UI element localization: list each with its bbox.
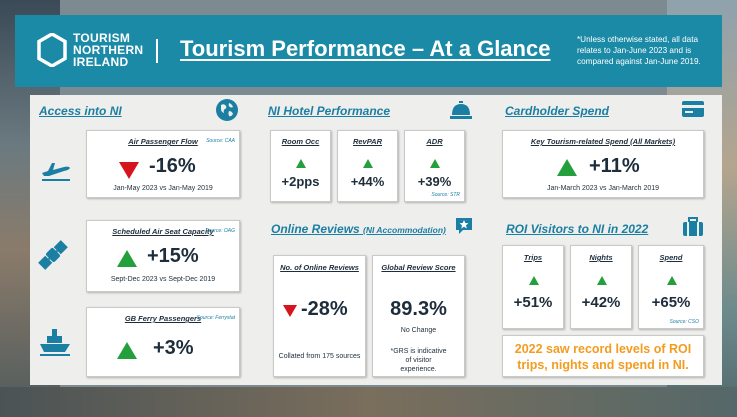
air-seat-label: Scheduled Air Seat Capacity xyxy=(112,227,214,236)
adr-label: ADR xyxy=(426,137,443,146)
air-seat-source: Source: OAG xyxy=(205,228,235,234)
roi-record-text: 2022 saw record levels of ROI trips, nig… xyxy=(514,342,692,372)
section-heading-cardholder: Cardholder Spend xyxy=(505,104,610,118)
logo-line-3: IRELAND xyxy=(73,55,129,69)
ferry-source: Source: Ferrystat xyxy=(196,315,235,321)
globe-icon xyxy=(216,99,238,121)
up-arrow-icon xyxy=(117,250,137,267)
room-occ-label: Room Occ xyxy=(281,137,320,146)
ferry-value: +3% xyxy=(153,337,194,359)
bell-icon xyxy=(450,101,472,119)
card-global-review-score: Global Review Score 89.3% No Change *GRS… xyxy=(372,255,465,377)
logo-line-2: NORTHERN xyxy=(73,43,144,57)
section-heading-hotel: NI Hotel Performance xyxy=(268,104,391,118)
air-passenger-source: Source: CAA xyxy=(206,138,235,144)
card-cardholder-spend: Key Tourism-related Spend (All Markets) … xyxy=(502,130,704,198)
airplane-icon xyxy=(42,163,70,181)
roi-trips-label: Trips xyxy=(523,253,543,262)
credit-card-icon xyxy=(682,101,704,117)
review-score-label: Global Review Score xyxy=(381,263,456,272)
suitcase-icon xyxy=(683,217,703,236)
down-arrow-icon xyxy=(119,162,139,179)
up-arrow-icon xyxy=(117,342,137,359)
air-passenger-label: Air Passenger Flow xyxy=(128,137,198,146)
air-seat-period: Sept-Dec 2023 vs Sept-Dec 2019 xyxy=(110,276,216,283)
roi-spend-label: Spend xyxy=(659,253,683,262)
header-note: *Unless otherwise stated, all data relat… xyxy=(577,35,701,66)
hotel-source: Source: STR xyxy=(431,192,460,198)
satellite-icon xyxy=(38,240,68,270)
roi-nights-label: Nights xyxy=(589,253,613,262)
cardholder-period: Jan-March 2023 vs Jan-March 2019 xyxy=(546,185,660,192)
hexagon-logo-icon xyxy=(37,33,67,67)
page-title: Tourism Performance – At a Glance xyxy=(180,36,551,61)
up-arrow-icon xyxy=(296,159,306,168)
room-occ-value: +2pps xyxy=(281,174,320,189)
card-roi-record: 2022 saw record levels of ROI trips, nig… xyxy=(502,335,704,377)
content-panel: Access into NI Air Passenger Flow Source… xyxy=(30,95,722,385)
up-arrow-icon xyxy=(557,159,577,176)
roi-trips-value: +51% xyxy=(513,294,553,311)
header-banner: TOURISM NORTHERN IRELAND Tourism Perform… xyxy=(15,15,722,87)
adr-value: +39% xyxy=(417,174,452,189)
ship-icon xyxy=(40,329,70,356)
card-roi-nights: Nights +42% xyxy=(570,245,632,329)
review-score-change: No Change xyxy=(400,327,437,334)
up-arrow-icon xyxy=(667,276,677,285)
cardholder-value: +11% xyxy=(589,155,640,177)
star-chat-icon xyxy=(456,218,472,234)
review-score-note: *GRS is indicative of visitor experience… xyxy=(390,348,447,373)
down-arrow-icon xyxy=(283,305,297,317)
review-score-value: 89.3% xyxy=(390,298,447,320)
air-passenger-period: Jan-May 2023 vs Jan-May 2019 xyxy=(113,185,213,192)
reviews-heading: Online Reviews xyxy=(271,222,360,236)
section-heading-reviews: Online Reviews (NI Accommodation) xyxy=(271,222,446,236)
brand-logo-text: TOURISM NORTHERN IRELAND xyxy=(73,32,143,68)
header-divider xyxy=(156,39,158,63)
revpar-label: RevPAR xyxy=(352,137,383,146)
card-ferry-passengers: GB Ferry Passengers Source: Ferrystat +3… xyxy=(86,307,240,377)
logo-line-1: TOURISM xyxy=(73,31,131,45)
reviews-heading-note: (NI Accommodation) xyxy=(363,225,446,235)
section-heading-roi: ROI Visitors to NI in 2022 xyxy=(506,222,649,236)
cardholder-label: Key Tourism-related Spend (All Markets) xyxy=(530,137,676,146)
card-roi-trips: Trips +51% xyxy=(502,245,564,329)
card-air-passenger-flow: Air Passenger Flow Source: CAA -16% Jan-… xyxy=(86,130,240,198)
up-arrow-icon xyxy=(363,159,373,168)
up-arrow-icon xyxy=(430,159,440,168)
reviews-count-value: -28% xyxy=(301,298,348,320)
reviews-count-label: No. of Online Reviews xyxy=(280,263,359,272)
revpar-value: +44% xyxy=(350,174,385,189)
roi-nights-value: +42% xyxy=(581,294,621,311)
reviews-count-note: Collated from 175 sources xyxy=(278,353,361,360)
card-adr: ADR +39% Source: STR xyxy=(404,130,465,202)
section-heading-access: Access into NI xyxy=(39,104,122,118)
air-seat-value: +15% xyxy=(147,245,199,267)
card-online-reviews-count: No. of Online Reviews -28% Collated from… xyxy=(273,255,366,377)
card-revpar: RevPAR +44% xyxy=(337,130,398,202)
air-passenger-value: -16% xyxy=(149,155,196,177)
card-air-seat-capacity: Scheduled Air Seat Capacity Source: OAG … xyxy=(86,220,240,292)
ferry-label: GB Ferry Passengers xyxy=(124,314,202,323)
up-arrow-icon xyxy=(529,276,539,285)
up-arrow-icon xyxy=(597,276,607,285)
card-room-occ: Room Occ +2pps xyxy=(270,130,331,202)
roi-source: Source: CSO xyxy=(669,319,699,325)
roi-spend-value: +65% xyxy=(651,294,691,311)
card-roi-spend: Spend +65% Source: CSO xyxy=(638,245,704,329)
background-photo-bottom xyxy=(0,387,737,417)
